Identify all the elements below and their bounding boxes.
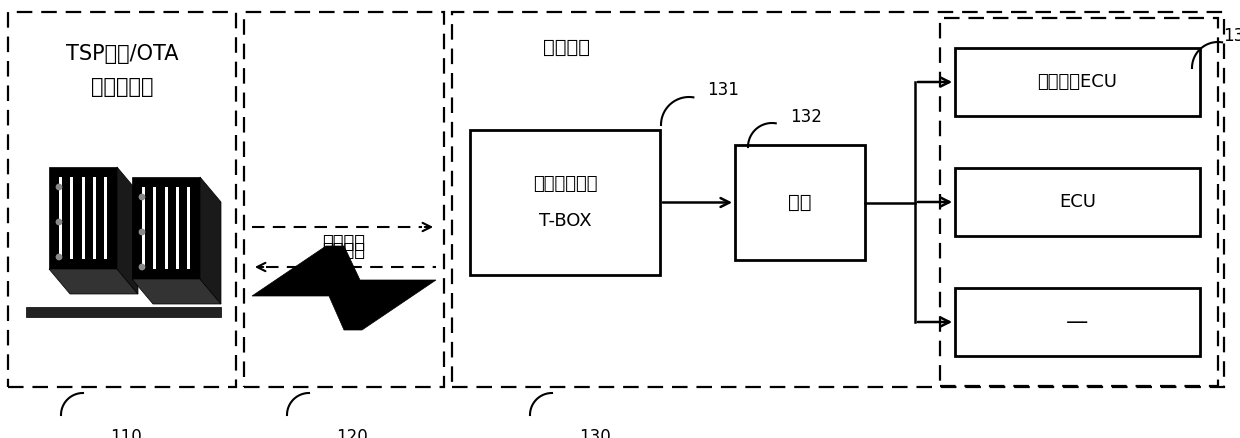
Bar [955, 168, 1200, 236]
Text: 120: 120 [336, 428, 368, 438]
Text: 车载通信单元: 车载通信单元 [533, 176, 598, 194]
Text: 110: 110 [110, 428, 141, 438]
Polygon shape [50, 167, 117, 269]
Circle shape [139, 194, 145, 201]
Polygon shape [200, 177, 221, 304]
Text: 加密通信: 加密通信 [322, 234, 366, 252]
Text: 131: 131 [707, 81, 739, 99]
Text: TSP平台/OTA: TSP平台/OTA [66, 44, 179, 64]
Bar [7, 12, 236, 387]
Circle shape [56, 219, 62, 226]
Bar [955, 288, 1200, 356]
Circle shape [56, 184, 62, 191]
Bar [165, 187, 169, 269]
Bar [104, 177, 108, 259]
Bar [26, 307, 221, 317]
Polygon shape [50, 269, 138, 294]
Circle shape [139, 264, 145, 270]
Bar [735, 145, 866, 260]
Text: 要升级的ECU: 要升级的ECU [1038, 73, 1117, 91]
Polygon shape [252, 246, 436, 330]
Bar [187, 187, 191, 269]
Text: 网关: 网关 [789, 193, 812, 212]
Bar [69, 177, 73, 259]
Bar [143, 187, 145, 269]
Polygon shape [117, 167, 138, 294]
Polygon shape [131, 177, 200, 279]
Text: —: — [1066, 312, 1089, 332]
Text: 132: 132 [790, 108, 822, 126]
Bar [453, 12, 1224, 387]
Bar [470, 130, 660, 275]
Text: 升级服务器: 升级服务器 [91, 77, 154, 97]
Bar [244, 12, 444, 387]
Bar [940, 18, 1218, 386]
Bar [176, 187, 180, 269]
Bar [93, 177, 97, 259]
Text: 133: 133 [1223, 27, 1240, 45]
Text: 车载终端: 车载终端 [543, 38, 590, 57]
Circle shape [56, 254, 62, 261]
Text: ECU: ECU [1059, 193, 1096, 211]
Polygon shape [131, 279, 221, 304]
Text: 130: 130 [579, 428, 611, 438]
Circle shape [139, 229, 145, 235]
Text: T-BOX: T-BOX [538, 212, 591, 230]
Text: 反馈验证: 反馈验证 [322, 242, 366, 260]
Bar [82, 177, 86, 259]
Bar [955, 48, 1200, 116]
Bar [153, 187, 156, 269]
Bar [60, 177, 62, 259]
